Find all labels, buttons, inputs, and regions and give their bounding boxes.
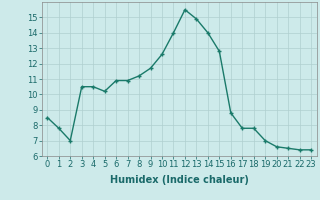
X-axis label: Humidex (Indice chaleur): Humidex (Indice chaleur) <box>110 175 249 185</box>
